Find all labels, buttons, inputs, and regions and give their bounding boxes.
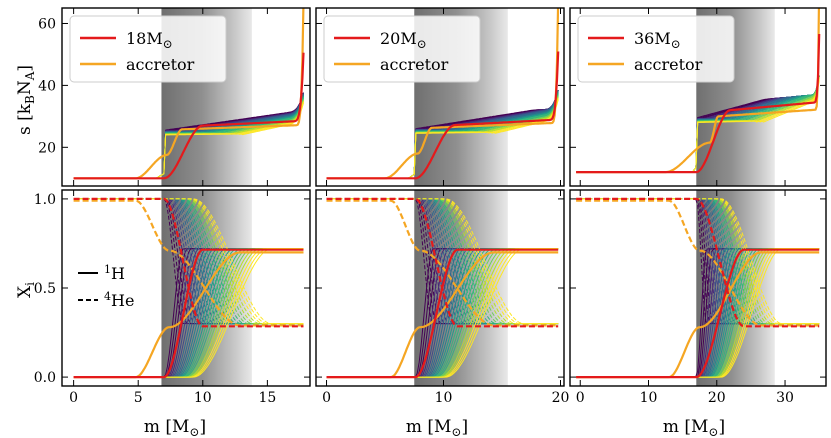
series-group [326, 8, 560, 180]
model-entropy-line [576, 33, 821, 174]
panel-top-middle: 20M⊙ accretor [315, 7, 565, 187]
legend-accretor-label: accretor [126, 55, 195, 74]
y-tick-label: 20 [38, 140, 56, 156]
legend-box [577, 15, 735, 83]
x-tick-label: 15 [258, 390, 276, 406]
y-tick-label: 0.5 [34, 281, 56, 297]
legend-accretor-label: accretor [380, 55, 449, 74]
x-tick-label: 5 [134, 390, 143, 406]
panel-frame [315, 7, 565, 187]
panel-bottom-middle: 0 10 20 [315, 189, 570, 406]
panels: 20 40 60 18M⊙ accretor 20M⊙ accretor 36M⊙ accret… [34, 7, 827, 406]
y-tick-label: 1.0 [34, 192, 56, 208]
panel-frame [569, 7, 827, 187]
y-tick-label: 40 [38, 78, 56, 94]
x-tick-label: 20 [552, 390, 570, 406]
series-group [576, 8, 821, 174]
x-tick-label: 10 [194, 390, 212, 406]
bottom-ylabel: Xi [15, 282, 37, 298]
he4-legend-label: 4He [104, 290, 134, 310]
xlabel-left: m [M⊙] [144, 417, 206, 438]
y-tick-label: 60 [38, 16, 56, 32]
xlabel-right: m [M⊙] [663, 417, 725, 438]
panel-bottom-left: 0.0 0.5 1.0 0 5 10 15 [34, 189, 311, 406]
model-entropy-line [73, 52, 305, 180]
legend-model-label: 18M⊙ [126, 29, 173, 51]
series-group [73, 197, 304, 379]
x-tick-label: 10 [435, 390, 453, 406]
x-tick-label: 0 [576, 390, 585, 406]
legend-box [323, 15, 481, 83]
legend-accretor-label: accretor [634, 55, 703, 74]
series-group [326, 197, 559, 379]
h1-legend-label: 1H [104, 263, 125, 283]
model-entropy-line [326, 51, 560, 180]
linestyle-legend: 1H 4He [78, 263, 134, 310]
xlabel-middle: m [M⊙] [406, 417, 468, 438]
model-helium-line [326, 197, 559, 328]
model-hydrogen-line [576, 248, 820, 379]
panel-top-right: 36M⊙ accretor [569, 7, 827, 187]
accretor-helium-line [326, 199, 559, 327]
series-group [576, 197, 820, 379]
x-tick-label: 0 [69, 390, 78, 406]
x-tick-label: 20 [708, 390, 726, 406]
top-ylabel: s [kBNA] [15, 65, 37, 135]
legend-model-label: 36M⊙ [634, 29, 681, 51]
x-tick-label: 0 [322, 390, 331, 406]
panel-top-left: 20 40 60 18M⊙ accretor [38, 7, 311, 187]
x-tick-label: 30 [776, 390, 794, 406]
model-helium-line [73, 197, 304, 328]
x-tick-label: 10 [640, 390, 658, 406]
legend-model-label: 20M⊙ [380, 29, 427, 51]
legend-box [69, 15, 227, 83]
panel-frame [61, 7, 311, 187]
series-group [73, 8, 305, 180]
model-helium-line [576, 197, 820, 328]
y-tick-label: 0.0 [34, 370, 56, 386]
panel-bottom-right: 0 10 20 30 [569, 189, 827, 406]
